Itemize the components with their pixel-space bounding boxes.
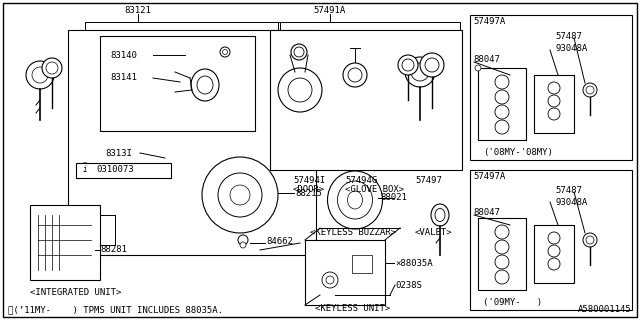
Ellipse shape <box>435 209 445 221</box>
Text: i: i <box>83 165 87 174</box>
Circle shape <box>495 90 509 104</box>
Circle shape <box>326 276 334 284</box>
Circle shape <box>202 157 278 233</box>
Ellipse shape <box>431 204 449 226</box>
Circle shape <box>238 235 248 245</box>
Text: ('09MY-   ): ('09MY- ) <box>483 298 542 307</box>
Circle shape <box>46 62 58 74</box>
Circle shape <box>548 245 560 257</box>
Circle shape <box>240 242 246 248</box>
Bar <box>68 30 316 255</box>
Ellipse shape <box>191 69 219 101</box>
Bar <box>534 75 574 133</box>
Circle shape <box>343 63 367 87</box>
Bar <box>270 30 462 170</box>
Text: 57491A: 57491A <box>314 6 346 15</box>
Text: <INTEGRATED UNIT>: <INTEGRATED UNIT> <box>30 288 122 297</box>
Circle shape <box>548 108 560 120</box>
Circle shape <box>583 83 597 97</box>
Text: 88047: 88047 <box>473 55 500 64</box>
Bar <box>470 15 632 160</box>
Circle shape <box>288 78 312 102</box>
Circle shape <box>495 225 509 239</box>
Text: 83121: 83121 <box>125 6 152 15</box>
Bar <box>352 255 372 273</box>
Text: 57494I: 57494I <box>293 176 325 185</box>
Circle shape <box>26 61 54 89</box>
Text: ×88035A: ×88035A <box>395 259 433 268</box>
Text: 83141: 83141 <box>110 74 137 83</box>
Circle shape <box>495 75 509 89</box>
Text: 83140: 83140 <box>110 51 137 60</box>
Text: 57497A: 57497A <box>473 172 505 181</box>
Circle shape <box>420 53 444 77</box>
Text: 88047: 88047 <box>473 208 500 217</box>
Circle shape <box>42 58 62 78</box>
Circle shape <box>218 173 262 217</box>
Ellipse shape <box>197 76 213 94</box>
Bar <box>478 68 526 140</box>
Ellipse shape <box>348 191 362 209</box>
Text: 88021: 88021 <box>380 194 407 203</box>
Circle shape <box>425 58 439 72</box>
Text: 57497A: 57497A <box>473 17 505 26</box>
Bar <box>305 240 385 305</box>
Text: 8313I: 8313I <box>105 148 132 157</box>
Circle shape <box>78 163 92 177</box>
Ellipse shape <box>337 181 372 219</box>
Circle shape <box>495 270 509 284</box>
Text: 84662: 84662 <box>266 236 293 245</box>
Circle shape <box>475 65 481 71</box>
Text: <GLOVE BOX>: <GLOVE BOX> <box>345 185 404 194</box>
Text: ※(’11MY-    ) TPMS UNIT INCLUDES 88035A.: ※(’11MY- ) TPMS UNIT INCLUDES 88035A. <box>8 305 223 314</box>
Text: 0310073: 0310073 <box>96 165 134 174</box>
Circle shape <box>291 44 307 60</box>
Circle shape <box>548 82 560 94</box>
Circle shape <box>278 68 322 112</box>
Circle shape <box>405 57 435 87</box>
Circle shape <box>322 272 338 288</box>
Circle shape <box>398 55 418 75</box>
Text: <DOOR>: <DOOR> <box>293 185 325 194</box>
Text: A580001145: A580001145 <box>579 305 632 314</box>
Circle shape <box>586 86 594 94</box>
Circle shape <box>294 47 304 57</box>
Text: 57497: 57497 <box>415 176 442 185</box>
Text: <KEYLESS BUZZAR>: <KEYLESS BUZZAR> <box>310 228 396 237</box>
Circle shape <box>348 68 362 82</box>
Circle shape <box>402 59 414 71</box>
Circle shape <box>230 185 250 205</box>
Circle shape <box>548 232 560 244</box>
Circle shape <box>548 258 560 270</box>
Text: 57494G: 57494G <box>345 176 377 185</box>
Circle shape <box>220 47 230 57</box>
Circle shape <box>548 95 560 107</box>
Bar <box>100 36 255 131</box>
Circle shape <box>411 63 429 81</box>
Circle shape <box>495 240 509 254</box>
Text: 57487: 57487 <box>555 32 582 41</box>
Text: <KEYLESS UNIT>: <KEYLESS UNIT> <box>315 304 390 313</box>
Text: <VALET>: <VALET> <box>415 228 452 237</box>
Text: ('08MY-'08MY): ('08MY-'08MY) <box>483 148 553 157</box>
Circle shape <box>583 233 597 247</box>
Text: 93048A: 93048A <box>555 198 588 207</box>
Text: 88215: 88215 <box>295 188 322 197</box>
Circle shape <box>495 255 509 269</box>
Ellipse shape <box>328 171 383 229</box>
Circle shape <box>32 67 48 83</box>
Text: 57487: 57487 <box>555 186 582 195</box>
Bar <box>30 205 100 280</box>
Circle shape <box>223 50 227 54</box>
Bar <box>76 163 171 178</box>
Text: 93048A: 93048A <box>555 44 588 53</box>
Text: 0238S: 0238S <box>395 281 422 290</box>
Circle shape <box>495 105 509 119</box>
Bar <box>478 218 526 290</box>
Text: 88281: 88281 <box>100 245 127 254</box>
Bar <box>534 225 574 283</box>
Bar <box>470 170 632 310</box>
Circle shape <box>586 236 594 244</box>
Circle shape <box>495 120 509 134</box>
